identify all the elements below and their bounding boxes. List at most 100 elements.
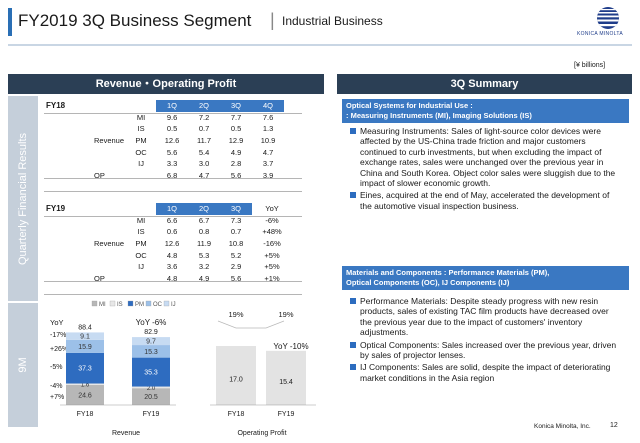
op-value-label: 17.0 <box>229 377 243 384</box>
list-item: Measuring Instruments: Sales of light-so… <box>350 126 622 188</box>
table-cell: 6.8 <box>166 170 178 180</box>
revenue-bar-segment <box>132 388 170 405</box>
table-row: IJ 3.6 3.2 2.9 +5% <box>44 261 292 273</box>
legend-label: PM <box>135 302 144 308</box>
table-cell: 5.3 <box>198 250 210 260</box>
table-row: OP 4.8 4.9 5.6 +1% <box>44 273 292 285</box>
op-bar <box>216 346 256 405</box>
revenue-stacked-bar-chart: 24.6 1.6 37.3 15.9 9.1 88.4 FY18 20.5 2.0 35.3 15.… <box>60 318 176 437</box>
yoy-cell: +5% <box>264 250 280 260</box>
row-group-label: Revenue <box>94 239 125 249</box>
revenue-op-panel-title: Revenue・Operating Profit <box>8 74 324 94</box>
table-cell: 2.9 <box>230 262 242 272</box>
revenue-bar-segment <box>132 357 170 387</box>
op-yoy-label: YoY -10% <box>273 342 308 351</box>
bullet-square-icon <box>350 128 356 134</box>
table-cell: 6.7 <box>198 215 210 225</box>
row-group-label: OP <box>94 273 105 283</box>
nine-month-side-text: 9M <box>17 357 29 373</box>
table-cell: 7.7 <box>230 112 242 122</box>
quarter-header: 3Q <box>220 100 253 112</box>
revenue-segment-label: 15.9 <box>78 344 92 351</box>
row-group-label <box>92 158 126 170</box>
section-header-line: Optical Components (OC), IJ Components (… <box>346 278 510 287</box>
segment-label: MI <box>136 215 146 225</box>
table-row: OC 4.8 5.3 5.2 +5% <box>44 249 292 261</box>
table-cell: 7.3 <box>230 215 242 225</box>
section-header-line: Materials and Components : Performance M… <box>346 268 550 277</box>
section-header-line: : Measuring Instruments (MI), Imaging So… <box>346 111 532 120</box>
table-cell: 3.0 <box>198 159 210 169</box>
revenue-bar-segment <box>132 386 170 389</box>
table-cell: 9.6 <box>166 112 178 122</box>
table-row: IS 0.5 0.7 0.5 1.3 <box>44 123 284 135</box>
revenue-yoy-value: -5% <box>50 364 62 371</box>
konica-minolta-logo-icon <box>597 7 619 29</box>
table-cell: 5.2 <box>230 250 242 260</box>
fy19-year-label: FY19 <box>46 204 66 214</box>
table-cell: 0.7 <box>230 227 242 237</box>
table-cell: 3.2 <box>198 262 210 272</box>
revenue-chart-legend: MI IS PM OC IJ <box>91 300 176 308</box>
table-divider <box>44 294 302 295</box>
yoy-cell: +5% <box>264 262 280 272</box>
optical-systems-section-header: Optical Systems for Industrial Use : : M… <box>342 99 629 123</box>
table-cell: 4.8 <box>166 250 178 260</box>
page-number: 12 <box>610 422 618 429</box>
revenue-yoy-value: +26% <box>50 346 68 353</box>
legend-label: MI <box>99 302 106 308</box>
revenue-yoy-header: YoY <box>50 318 64 327</box>
table-cell: 4.7 <box>262 147 274 157</box>
optical-systems-bullets: Measuring Instruments: Sales of light-so… <box>350 126 622 213</box>
table-row: MI 9.6 7.2 7.7 7.6 <box>44 112 284 124</box>
section-header-line: Optical Systems for Industrial Use : <box>346 101 473 110</box>
table-row: Revenue PM 12.6 11.7 12.9 10.9 <box>44 135 284 147</box>
legend-swatch <box>145 300 152 307</box>
table-divider <box>44 216 302 217</box>
row-group-label <box>92 249 126 261</box>
op-margin-label: 19% <box>278 310 293 319</box>
revenue-segment-label: 20.5 <box>144 394 158 401</box>
table-divider <box>44 178 302 179</box>
quarter-header: 4Q <box>252 100 285 112</box>
legend-swatch <box>91 300 98 307</box>
table-cell: 10.9 <box>260 136 276 146</box>
page-title: FY2019 3Q Business Segment <box>18 11 252 30</box>
segment-label: IS <box>137 124 145 134</box>
fy18-year-label: FY18 <box>46 101 66 111</box>
revenue-total-label: 82.9 <box>144 329 158 336</box>
revenue-bar-segment <box>132 337 170 346</box>
revenue-bar-segment <box>132 345 170 358</box>
operating-profit-bar-chart: 17.0 FY18 19% 15.4 FY19 19% YoY -10% Operating … <box>210 310 316 437</box>
row-group-label <box>92 146 126 158</box>
logo-wordmark: KONICA MINOLTA <box>577 31 623 37</box>
row-group-label: Revenue <box>94 136 125 146</box>
row-group-label <box>92 261 126 273</box>
bullet-square-icon <box>350 192 356 199</box>
revenue-segment-label: 2.0 <box>147 386 156 392</box>
footer-company: Konica Minolta, Inc. <box>534 423 591 430</box>
table-divider <box>44 113 302 114</box>
yoy-cell: +1% <box>264 273 280 283</box>
table-cell: 4.9 <box>230 147 242 157</box>
fy19-quarterly-table: FY19 1Q 2Q 3Q YoY MI 6.6 6.7 7.3 -6% IS … <box>44 203 292 284</box>
table-cell: 0.5 <box>230 124 242 134</box>
bullet-square-icon <box>350 364 356 371</box>
legend-swatch <box>163 300 170 307</box>
yoy-cell: -16% <box>263 239 281 249</box>
table-divider <box>44 191 302 192</box>
segment-label: OC <box>135 250 147 260</box>
quarter-header: 2Q <box>188 203 221 215</box>
yoy-header: YoY <box>265 204 279 214</box>
table-cell: 0.5 <box>166 124 178 134</box>
revenue-segment-label: 9.7 <box>146 339 156 346</box>
op-margin-line <box>217 320 285 329</box>
revenue-yoy-column: YoY -17% +26% -5% -4% +7% <box>50 318 68 401</box>
quarter-header: 1Q <box>156 100 189 112</box>
revenue-bar-segment <box>66 383 104 385</box>
title-bar: FY2019 3Q Business Segment | Industrial … <box>0 0 640 46</box>
bullet-square-icon <box>350 341 356 348</box>
table-cell: 12.9 <box>228 136 244 146</box>
table-cell: 5.6 <box>230 273 242 283</box>
legend-label: IS <box>117 302 123 308</box>
